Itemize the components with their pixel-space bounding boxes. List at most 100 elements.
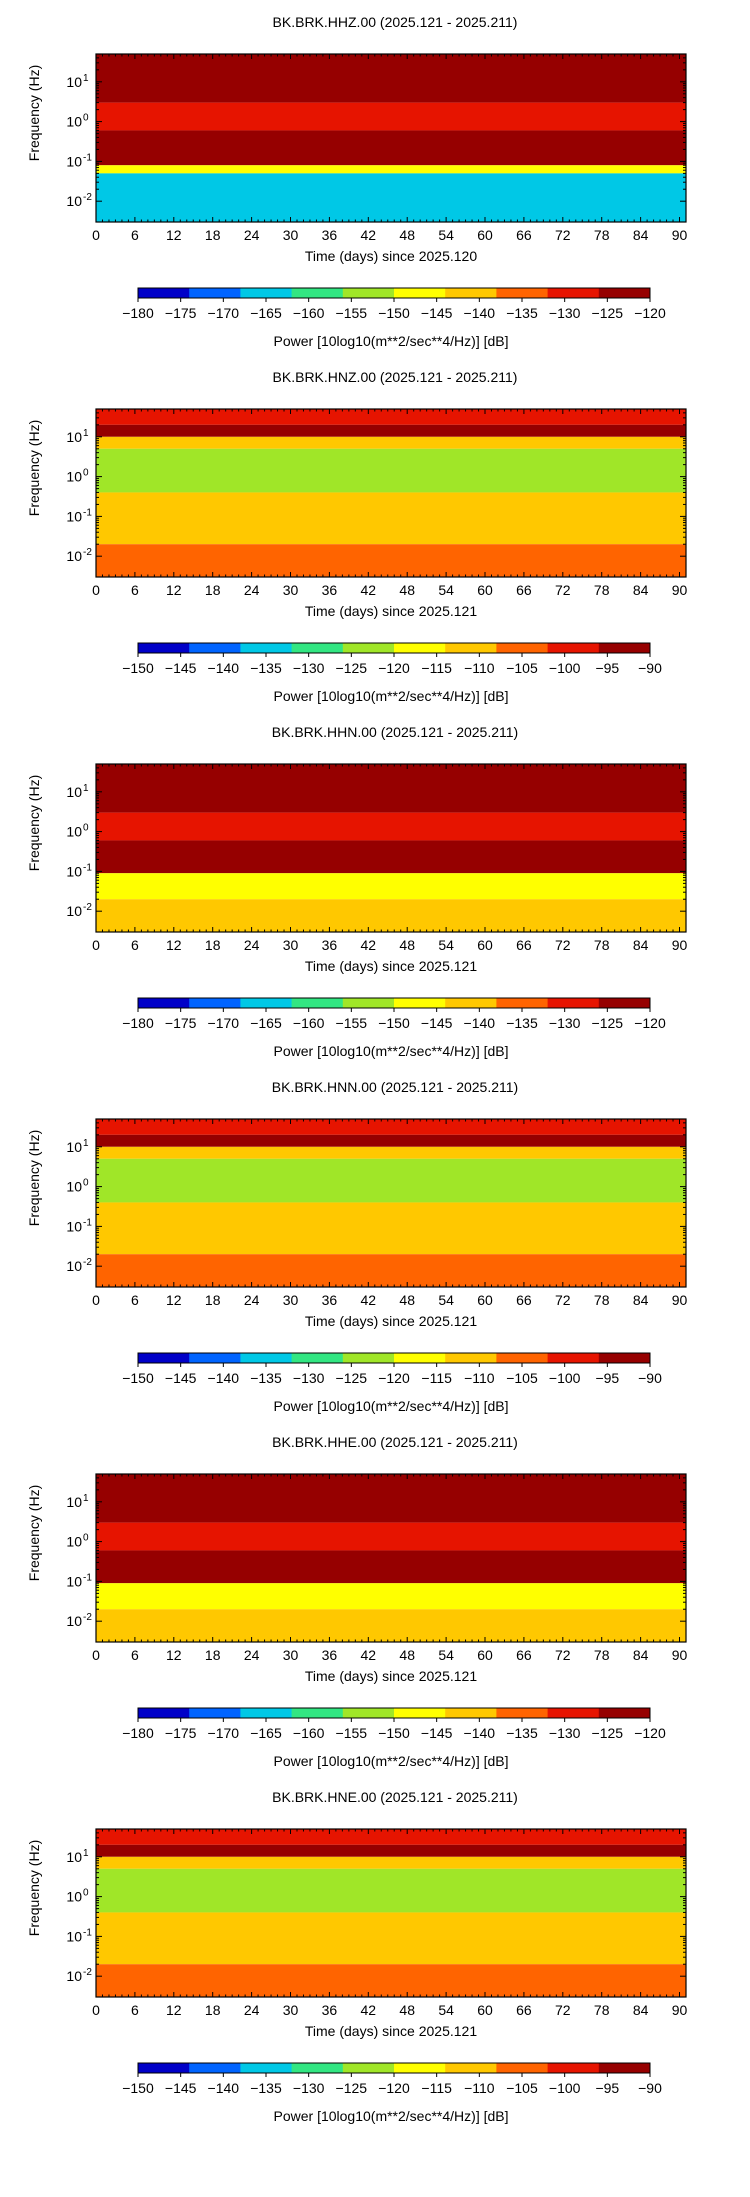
colorbar-segment xyxy=(342,1353,395,1363)
colorbar-tick-label: −110 xyxy=(464,2080,495,2096)
power-band xyxy=(96,424,686,437)
y-tick-exponent: 0 xyxy=(83,468,89,479)
x-tick-label: 66 xyxy=(516,937,532,953)
colorbar-tick-label: −90 xyxy=(638,1370,662,1386)
x-tick-label: 72 xyxy=(555,1647,571,1663)
y-tick-base: 10 xyxy=(66,1534,82,1550)
plot-frame xyxy=(95,53,687,223)
power-band xyxy=(96,1583,686,1610)
colorbar-segment xyxy=(445,1708,497,1718)
colorbar-label: Power [10log10(m**2/sec**4/Hz)] [dB] xyxy=(273,688,509,704)
y-tick-label: 10 xyxy=(66,153,82,169)
x-tick-label: 36 xyxy=(322,227,338,243)
y-tick-exponent: -2 xyxy=(83,1612,92,1623)
y-tick-exponent: 0 xyxy=(83,1888,89,1899)
y-tick-exponent: 0 xyxy=(83,1178,89,1189)
colorbar-segment xyxy=(445,1353,497,1363)
colorbar-tick-label: −130 xyxy=(293,2080,325,2096)
plot-frame xyxy=(95,1118,687,1288)
x-tick-label: 78 xyxy=(594,937,610,953)
colorbar-segment xyxy=(138,643,190,653)
y-tick-base: 10 xyxy=(66,74,82,90)
y-tick-label: 10 xyxy=(66,1889,82,1905)
x-tick-label: 24 xyxy=(244,1647,260,1663)
x-tick-label: 48 xyxy=(399,2002,415,2018)
x-axis-label: Time (days) since 2025.121 xyxy=(304,2023,478,2039)
power-band xyxy=(96,1134,686,1147)
x-tick-label: 60 xyxy=(477,937,493,953)
y-tick-label: 10 xyxy=(66,469,82,485)
colorbar-segment xyxy=(342,643,395,653)
x-tick-label: 0 xyxy=(92,937,100,953)
colorbar-tick-label: −125 xyxy=(336,660,368,676)
colorbar-tick-label: −140 xyxy=(464,1725,496,1741)
power-band xyxy=(96,1609,686,1642)
colorbar-segment xyxy=(547,2063,600,2073)
y-tick-label: 10 xyxy=(66,1258,82,1274)
y-tick-exponent: 1 xyxy=(83,1138,89,1149)
y-tick-base: 10 xyxy=(66,863,82,879)
y-tick-base: 10 xyxy=(66,193,82,209)
power-band xyxy=(96,1964,686,1997)
y-tick-base: 10 xyxy=(66,508,82,524)
x-tick-label: 42 xyxy=(361,582,377,598)
colorbar-tick-label: −175 xyxy=(165,305,197,321)
colorbar-segment xyxy=(138,288,190,298)
colorbar-tick-label: −90 xyxy=(638,660,662,676)
plot-frame xyxy=(95,408,687,578)
colorbar-segment xyxy=(291,643,344,653)
power-band xyxy=(96,1202,686,1255)
colorbar-tick-label: −120 xyxy=(378,2080,410,2096)
colorbar-tick-label: −145 xyxy=(165,2080,197,2096)
colorbar-tick-label: −130 xyxy=(549,1725,581,1741)
x-tick-label: 54 xyxy=(438,2002,454,2018)
colorbar-tick-label: −170 xyxy=(208,1015,240,1031)
colorbar-tick-label: −140 xyxy=(464,305,496,321)
y-tick-exponent: 0 xyxy=(83,1533,89,1544)
y-tick-base: 10 xyxy=(66,1179,82,1195)
y-tick-exponent: 0 xyxy=(83,113,89,124)
x-tick-label: 72 xyxy=(555,227,571,243)
power-band xyxy=(96,764,686,813)
colorbar-tick-label: −145 xyxy=(421,1725,453,1741)
power-band xyxy=(96,1158,686,1203)
x-tick-label: 78 xyxy=(594,2002,610,2018)
colorbar-tick-label: −100 xyxy=(549,1370,581,1386)
x-tick-label: 42 xyxy=(361,2002,377,2018)
power-band xyxy=(96,544,686,577)
colorbar-tick-label: −165 xyxy=(250,305,282,321)
colorbar-segment xyxy=(189,1708,241,1718)
colorbar-segment xyxy=(394,1353,446,1363)
y-tick-exponent: 1 xyxy=(83,428,89,439)
y-tick-exponent: -2 xyxy=(83,902,92,913)
power-band xyxy=(96,409,686,425)
x-tick-label: 18 xyxy=(205,937,221,953)
power-band xyxy=(96,1474,686,1523)
x-tick-label: 84 xyxy=(633,1647,649,1663)
y-tick-base: 10 xyxy=(66,1218,82,1234)
colorbar-segment xyxy=(240,643,293,653)
colorbar-segment xyxy=(445,643,497,653)
x-tick-label: 60 xyxy=(477,1647,493,1663)
y-tick-label: 10 xyxy=(66,429,82,445)
x-axis-label: Time (days) since 2025.121 xyxy=(304,1313,478,1329)
colorbar-tick-label: −140 xyxy=(208,1370,240,1386)
y-tick-base: 10 xyxy=(66,1139,82,1155)
x-tick-label: 54 xyxy=(438,937,454,953)
colorbar-segment xyxy=(189,998,241,1008)
colorbar-segment xyxy=(138,1353,190,1363)
colorbar-tick-label: −125 xyxy=(592,305,624,321)
colorbar-tick-label: −150 xyxy=(122,2080,154,2096)
x-tick-label: 84 xyxy=(633,937,649,953)
x-tick-label: 84 xyxy=(633,1292,649,1308)
x-tick-label: 30 xyxy=(283,227,299,243)
power-band xyxy=(96,1146,686,1159)
y-tick-exponent: -2 xyxy=(83,547,92,558)
x-tick-label: 6 xyxy=(131,1647,139,1663)
y-tick-exponent: -2 xyxy=(83,1257,92,1268)
colorbar-tick-label: −165 xyxy=(250,1015,282,1031)
x-tick-label: 48 xyxy=(399,1647,415,1663)
y-tick-base: 10 xyxy=(66,153,82,169)
power-band xyxy=(96,436,686,449)
